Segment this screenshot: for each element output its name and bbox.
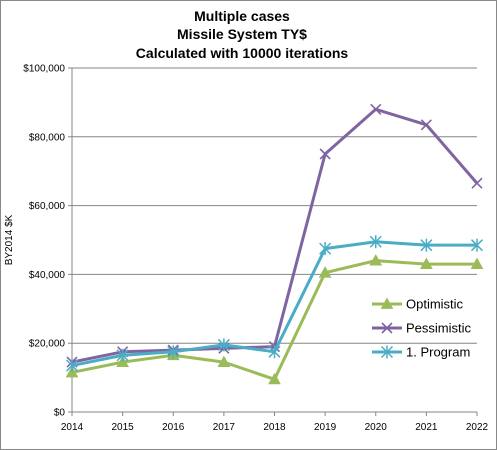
data-point-optimistic bbox=[318, 266, 332, 278]
x-axis-ticks: 2014 2015 2016 2017 2018 2019 2020 2021 2022 bbox=[61, 412, 489, 433]
chart-title-line-3: Calculated with 10000 iterations bbox=[136, 45, 349, 61]
y-tick-label: $100,000 bbox=[23, 64, 65, 75]
x-tick-label: 2019 bbox=[314, 422, 337, 433]
x-tick-label: 2020 bbox=[365, 422, 388, 433]
y-tick-label: $60,000 bbox=[29, 201, 66, 212]
data-point-optimistic bbox=[217, 355, 231, 368]
legend-item-1-program: 1. Program bbox=[372, 345, 470, 360]
legend-label: Pessimistic bbox=[406, 321, 472, 336]
data-point-1-program bbox=[369, 235, 382, 249]
data-point-1-program bbox=[65, 359, 79, 373]
chart-title-line-2: Missile System TY$ bbox=[177, 26, 307, 42]
legend-item-pessimistic: Pessimistic bbox=[372, 321, 472, 336]
data-point-1-program bbox=[217, 338, 230, 352]
x-tick-label: 2022 bbox=[466, 422, 489, 433]
x-tick-label: 2016 bbox=[162, 422, 185, 433]
series-layer bbox=[65, 103, 484, 385]
chart-title-line-1: Multiple cases bbox=[194, 8, 290, 24]
y-axis-label: BY2014 $K bbox=[4, 214, 15, 265]
data-point-optimistic bbox=[420, 257, 433, 269]
legend-item-optimistic: Optimistic bbox=[372, 297, 464, 312]
x-tick-label: 2015 bbox=[112, 422, 135, 433]
data-point-1-program bbox=[167, 345, 180, 359]
data-point-optimistic bbox=[268, 372, 281, 385]
data-point-optimistic bbox=[369, 254, 383, 266]
series-optimistic bbox=[65, 254, 484, 385]
legend-marker bbox=[381, 322, 393, 334]
legend-label: 1. Program bbox=[406, 345, 470, 360]
data-point-pessimistic bbox=[471, 177, 483, 189]
data-point-1-program bbox=[268, 345, 281, 359]
y-tick-label: $80,000 bbox=[29, 132, 66, 143]
x-tick-label: 2017 bbox=[213, 422, 236, 433]
legend-marker bbox=[380, 297, 394, 309]
legend-label: Optimistic bbox=[406, 297, 464, 312]
data-point-1-program bbox=[116, 348, 129, 362]
data-point-1-program bbox=[470, 238, 484, 252]
data-point-pessimistic bbox=[319, 148, 331, 160]
y-axis-ticks: $0 $20,000 $40,000 $60,000 $80,000 $100,000 bbox=[23, 64, 72, 419]
y-tick-label: $40,000 bbox=[29, 270, 66, 281]
data-point-optimistic bbox=[470, 257, 484, 269]
legend: Optimistic Pessimistic 1. Program bbox=[372, 297, 472, 360]
y-tick-label: $20,000 bbox=[29, 339, 66, 350]
x-tick-label: 2014 bbox=[61, 422, 84, 433]
data-point-1-program bbox=[420, 238, 433, 252]
gridlines bbox=[72, 67, 477, 344]
data-point-1-program bbox=[319, 242, 332, 256]
legend-marker bbox=[380, 345, 394, 359]
x-tick-label: 2021 bbox=[415, 422, 438, 433]
x-tick-label: 2018 bbox=[263, 422, 286, 433]
data-point-pessimistic bbox=[420, 119, 432, 131]
data-point-pessimistic bbox=[370, 103, 382, 115]
series-1-program bbox=[65, 235, 484, 373]
y-tick-label: $0 bbox=[54, 408, 66, 419]
